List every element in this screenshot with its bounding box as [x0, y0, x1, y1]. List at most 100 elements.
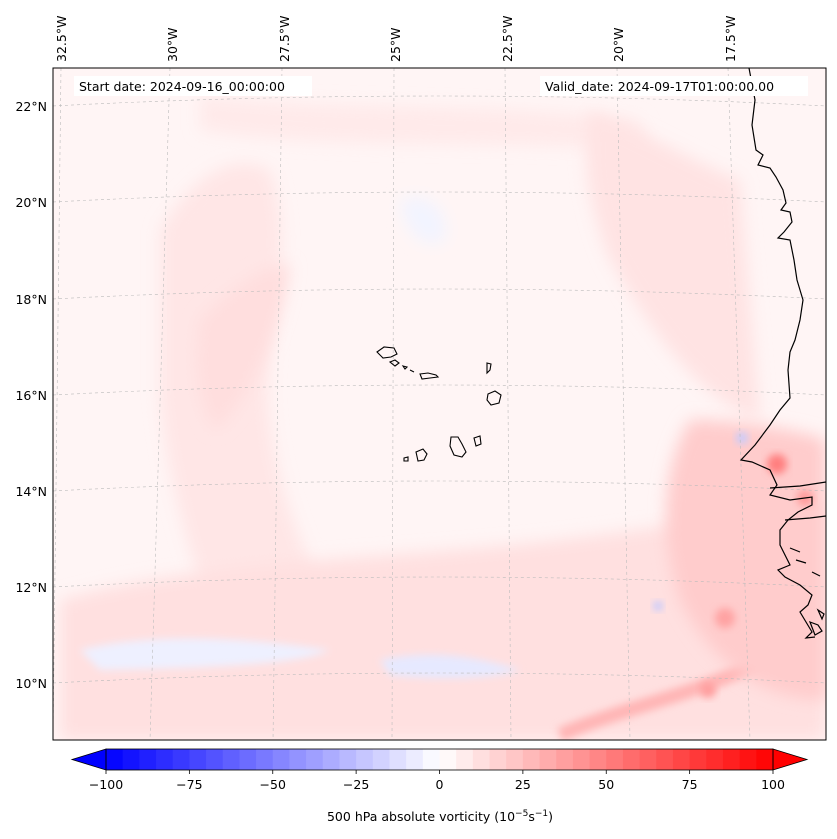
negative-vorticity-coast: [736, 432, 748, 444]
start-date-box: [74, 76, 312, 96]
colorbar-cell: [672, 749, 691, 770]
colorbar-cell: [106, 749, 124, 770]
gambia-river: [769, 481, 826, 489]
colorbar-ticks: −100 −75 −50 −25 0 25 50 75 100: [89, 770, 785, 792]
lon-label-27-5w: 27.5°W: [277, 16, 292, 62]
island-fogo: [415, 448, 428, 462]
colorbar-cells: [106, 749, 774, 770]
meridian-25w: [391, 68, 395, 740]
lon-label-20w: 20°W: [611, 27, 626, 62]
colorbar-label-exp1: −5: [515, 809, 528, 819]
colorbar-cell: [689, 749, 707, 770]
map-frame: [52, 67, 827, 741]
colorbar-cell: [406, 749, 424, 770]
parallel-18n: [53, 288, 826, 300]
colorbar-label-end: ): [548, 809, 553, 824]
colorbar-tick-label: −25: [343, 777, 369, 792]
lat-label-22n: 22°N: [15, 99, 47, 114]
island-sao-nicolau: [409, 369, 440, 380]
lon-label-17-5w: 17.5°W: [723, 16, 738, 62]
colorbar-cell: [606, 749, 624, 770]
colorbar-extend-min: [70, 748, 107, 771]
colorbar-cell: [639, 749, 657, 770]
casamance-coast: [784, 515, 826, 521]
vorticity-coast-zone: [666, 420, 826, 700]
vorticity-max-18n: [197, 264, 290, 430]
colorbar-cell: [339, 749, 357, 770]
negative-vorticity-guinea: [653, 601, 663, 611]
cape-verde-islands: [376, 346, 502, 462]
start-date-label: Start date: 2024-09-16_00:00:00: [79, 79, 285, 94]
colorbar-tick-label: 25: [515, 777, 531, 792]
colorbar-cell: [172, 749, 190, 770]
colorbar-cell: [556, 749, 574, 770]
colorbar-cell: [239, 749, 257, 770]
colorbar-cell: [489, 749, 507, 770]
colorbar-cell: [256, 749, 274, 770]
colorbar-cell: [506, 749, 524, 770]
lon-label-25w: 25°W: [388, 27, 403, 62]
colorbar-cell: [522, 749, 541, 770]
guinea-islands: [808, 608, 825, 636]
vorticity-band-south: [60, 500, 826, 740]
colorbar-cell: [622, 749, 641, 770]
meridian-27-5w: [272, 68, 283, 740]
island-santa-luzia: [401, 365, 409, 370]
negative-vorticity-central: [400, 197, 446, 244]
parallel-12n: [53, 576, 826, 588]
colorbar-label-exp2: −1: [535, 809, 548, 819]
negative-vorticity-south: [80, 638, 330, 670]
colorbar-tick-label: −75: [176, 777, 202, 792]
colorbar-cell: [372, 749, 391, 770]
colorbar-tick-label: 50: [598, 777, 614, 792]
colorbar-cell: [439, 749, 457, 770]
colorbar-cell: [189, 749, 207, 770]
vorticity-band-north: [200, 95, 650, 150]
parallel-16n: [53, 384, 826, 396]
colorbar-cell: [389, 749, 407, 770]
colorbar-cell: [472, 749, 491, 770]
parallel-14n: [53, 480, 826, 492]
island-santiago: [449, 436, 467, 458]
map-panel: Start date: 2024-09-16_00:00:00 Valid_da…: [52, 67, 827, 741]
island-santo-antao: [376, 346, 398, 359]
vorticity-band-east: [586, 110, 760, 420]
lat-label-12n: 12°N: [15, 580, 47, 595]
negative-vorticity-south-2: [380, 654, 520, 679]
colorbar-cell: [206, 749, 224, 770]
colorbar-label: 500 hPa absolute vorticity (10−5s−1): [327, 809, 553, 824]
colorbar-cell: [422, 749, 441, 770]
island-sao-vicente: [388, 359, 400, 367]
bijagos-islands: [789, 547, 821, 577]
colorbar-cell: [222, 749, 240, 770]
colorbar-cell: [589, 749, 607, 770]
colorbar-tick-label: 100: [761, 777, 785, 792]
colorbar-cell: [572, 749, 591, 770]
colorbar-tick-label: −100: [89, 777, 123, 792]
lat-label-20n: 20°N: [15, 195, 47, 210]
vorticity-field: [60, 95, 826, 740]
meridian-20w: [616, 68, 631, 740]
vorticity-max-gambia: [767, 454, 787, 474]
valid-date-box: [540, 76, 808, 96]
coastlines: [739, 68, 826, 639]
colorbar-label-main: 500 hPa absolute vorticity (10: [327, 809, 515, 824]
africa-coastline: [739, 68, 816, 639]
parallel-10n: [53, 672, 826, 684]
colorbar-cell: [272, 749, 291, 770]
colorbar-cell: [756, 749, 774, 770]
latitude-labels: 22°N 20°N 18°N 16°N 14°N 12°N 10°N: [15, 99, 47, 691]
colorbar-cell: [306, 749, 324, 770]
vorticity-max-guinea: [715, 608, 735, 628]
colorbar-cell: [539, 749, 557, 770]
colorbar-cell: [456, 749, 474, 770]
colorbar-cell: [122, 749, 140, 770]
island-maio: [473, 435, 482, 447]
colorbar-cell: [356, 749, 374, 770]
valid-date-label: Valid_date: 2024-09-17T01:00:00.00: [545, 79, 774, 94]
lon-label-30w: 30°W: [165, 27, 180, 62]
colorbar-tick-label: −50: [260, 777, 286, 792]
colorbar-extend-max: [772, 748, 809, 771]
lon-label-32-5w: 32.5°W: [54, 16, 69, 62]
